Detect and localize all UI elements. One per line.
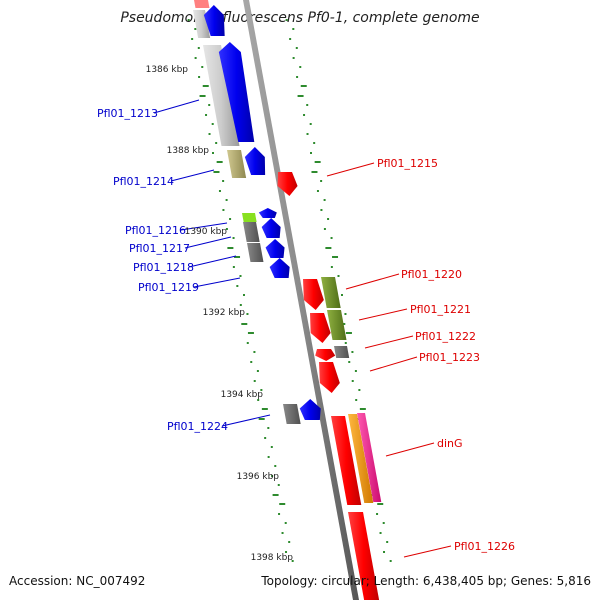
leader-line bbox=[403, 545, 452, 558]
gene-label[interactable]: Pfl01_1223 bbox=[419, 351, 480, 364]
gene-feature bbox=[269, 258, 290, 278]
gene-feature bbox=[348, 512, 380, 600]
gene-label[interactable]: Pfl01_1222 bbox=[415, 330, 476, 343]
gene-label[interactable]: dinG bbox=[437, 437, 463, 450]
gene-feature bbox=[261, 218, 281, 238]
gene-feature bbox=[283, 404, 301, 424]
leader-line bbox=[326, 162, 375, 177]
tick-label: 1388 kbp bbox=[167, 146, 210, 156]
gene-feature bbox=[194, 0, 210, 8]
position-ticks: 1386 kbp 1388 kbp 1390 kbp 1392 kbp 1394… bbox=[146, 65, 294, 563]
leader-line bbox=[153, 99, 200, 114]
gene-feature bbox=[242, 213, 257, 222]
gene-feature bbox=[258, 208, 277, 218]
genome-summary-text: Topology: circular; Length: 6,438,405 bp… bbox=[261, 574, 591, 588]
tick-label: 1392 kbp bbox=[203, 308, 246, 318]
gene-feature bbox=[247, 243, 264, 262]
tick-label: 1390 kbp bbox=[185, 227, 228, 237]
gene-feature bbox=[244, 147, 266, 175]
gene-label[interactable]: Pfl01_1217 bbox=[129, 242, 190, 255]
leader-line bbox=[170, 169, 215, 182]
leader-line bbox=[385, 442, 435, 457]
gene-features bbox=[193, 0, 382, 600]
gene-label[interactable]: Pfl01_1219 bbox=[138, 281, 199, 294]
gene-label[interactable]: Pfl01_1216 bbox=[125, 224, 186, 237]
gene-feature bbox=[357, 413, 382, 502]
gene-feature bbox=[321, 277, 341, 308]
gene-label[interactable]: Pfl01_1214 bbox=[113, 175, 174, 188]
gene-feature bbox=[227, 150, 247, 178]
gene-feature bbox=[319, 362, 340, 393]
gene-feature bbox=[243, 222, 260, 242]
tick-label: 1394 kbp bbox=[221, 390, 264, 400]
gene-label[interactable]: Pfl01_1224 bbox=[167, 420, 228, 433]
leader-line bbox=[188, 255, 237, 268]
leader-line bbox=[193, 277, 241, 288]
leader-line bbox=[358, 308, 408, 321]
gene-feature bbox=[310, 313, 331, 343]
gene-feature bbox=[218, 42, 255, 142]
leader-line bbox=[180, 222, 228, 231]
gene-label[interactable]: Pfl01_1215 bbox=[377, 157, 438, 170]
accession-text: Accession: NC_007492 bbox=[9, 574, 146, 588]
forward-gene-labels: Pfl01_1213 Pfl01_1214 Pfl01_1216 Pfl01_1… bbox=[97, 107, 228, 433]
gene-label[interactable]: Pfl01_1213 bbox=[97, 107, 158, 120]
leader-line bbox=[221, 414, 271, 427]
leader-line bbox=[184, 236, 232, 249]
leader-line bbox=[345, 273, 400, 290]
leader-line bbox=[364, 335, 414, 349]
genome-backbone bbox=[243, 0, 359, 600]
tick-label: 1386 kbp bbox=[146, 65, 189, 75]
gene-label[interactable]: Pfl01_1218 bbox=[133, 261, 194, 274]
gene-feature bbox=[203, 5, 225, 36]
gene-label[interactable]: Pfl01_1221 bbox=[410, 303, 471, 316]
gene-feature bbox=[203, 45, 240, 146]
tick-label: 1398 kbp bbox=[251, 553, 294, 563]
leader-lines bbox=[153, 99, 452, 558]
tick-label: 1396 kbp bbox=[237, 472, 280, 482]
gene-feature bbox=[265, 239, 285, 258]
leader-line bbox=[369, 356, 418, 372]
gene-feature bbox=[334, 346, 350, 358]
gene-feature bbox=[299, 399, 321, 420]
gene-feature bbox=[348, 414, 374, 503]
reverse-gene-labels: Pfl01_1215 Pfl01_1220 Pfl01_1221 Pfl01_1… bbox=[377, 157, 515, 553]
gene-label[interactable]: Pfl01_1226 bbox=[454, 540, 515, 553]
gene-feature bbox=[303, 279, 324, 310]
gene-feature bbox=[327, 310, 347, 340]
gene-feature bbox=[277, 172, 298, 196]
gene-feature bbox=[331, 416, 362, 505]
gene-label[interactable]: Pfl01_1220 bbox=[401, 268, 462, 281]
gene-feature bbox=[315, 349, 336, 361]
